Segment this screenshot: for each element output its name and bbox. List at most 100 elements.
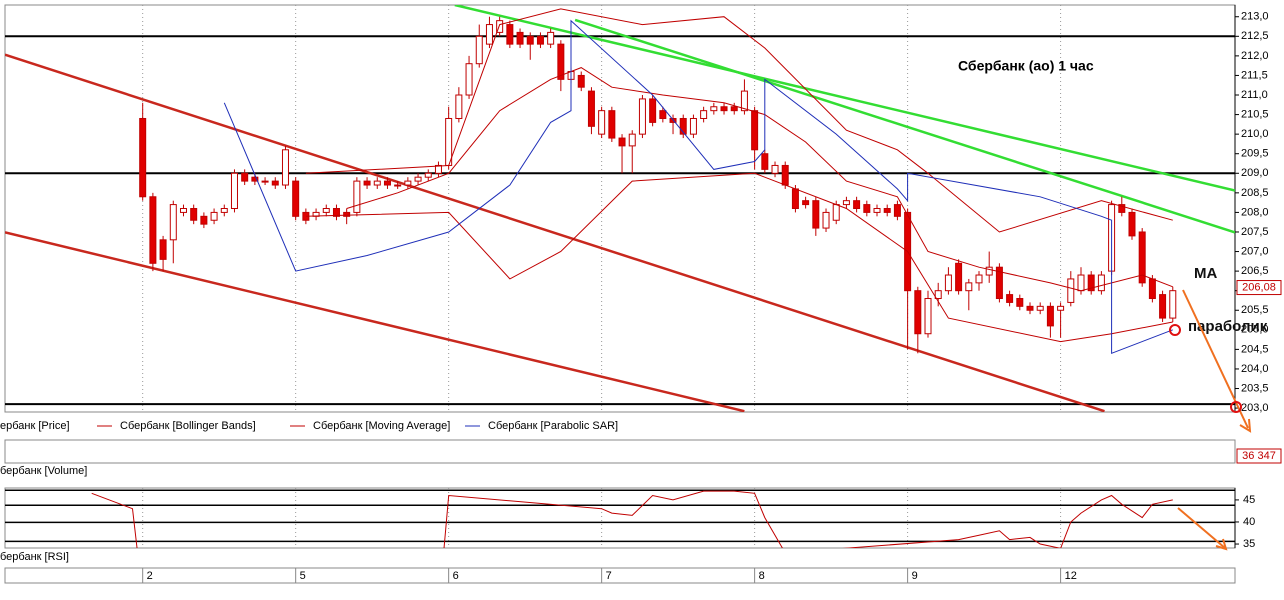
last-price-box: [1236, 280, 1282, 296]
y-tick-label: 45: [1243, 494, 1255, 506]
candle-body: [608, 110, 616, 139]
candle-body: [424, 172, 432, 178]
candle-body: [373, 180, 381, 186]
arrow: [1182, 289, 1249, 429]
y-tick-label: 210,0: [1241, 128, 1269, 140]
y-tick-label: 213,0: [1241, 11, 1269, 23]
candle-body: [934, 290, 942, 300]
candle-body: [1016, 298, 1024, 307]
y-tick-label: 40: [1243, 516, 1255, 528]
x-tick-label: 5: [300, 570, 306, 582]
candle-body: [383, 180, 391, 186]
candle-body: [1169, 290, 1177, 319]
y-tick-label: 210,5: [1241, 108, 1269, 120]
trend-line: [574, 18, 1235, 234]
candle-body: [638, 98, 646, 135]
candle-body: [343, 211, 351, 217]
candle-body: [210, 211, 218, 221]
candle-body: [751, 110, 759, 151]
candle-body: [322, 208, 330, 213]
candle-body: [526, 35, 534, 45]
candle-body: [404, 180, 412, 186]
candle-body: [883, 208, 891, 213]
candle-body: [1036, 305, 1044, 311]
volume-value: 36 347: [1242, 450, 1276, 462]
candle-body: [1159, 294, 1167, 319]
y-tick-label: 206,5: [1241, 265, 1269, 277]
candle-body: [1128, 211, 1136, 237]
candle-body: [200, 215, 208, 225]
candle-body: [853, 200, 861, 210]
candle-body: [516, 31, 524, 45]
candle-body: [1148, 278, 1156, 300]
candle-body: [618, 137, 626, 147]
candle-body: [873, 208, 881, 213]
chart-title: Сбербанк (ао) 1 час: [958, 58, 1094, 74]
candle-body: [1026, 305, 1034, 311]
y-tick-label: 205,0: [1241, 324, 1269, 336]
marker-circle: [1230, 401, 1242, 413]
candle-body: [557, 43, 565, 80]
indicator-line: [305, 172, 1173, 343]
annotation: MA: [1194, 265, 1217, 282]
candle-body: [710, 106, 718, 112]
y-tick-label: 211,5: [1241, 69, 1268, 81]
x-tick-label: 6: [453, 570, 459, 582]
candle-body: [455, 94, 463, 119]
indicator-line: [305, 8, 1173, 233]
candle-body: [190, 208, 198, 221]
candle-body: [791, 188, 799, 210]
price-plot: [5, 5, 1235, 412]
candle-body: [506, 24, 514, 45]
candle-body: [679, 117, 687, 135]
candle-body: [944, 274, 952, 292]
candle-body: [220, 208, 228, 213]
candle-body: [394, 184, 402, 187]
hand-annotations: [1169, 289, 1252, 551]
candle-body: [587, 90, 595, 127]
y-tick-label: 208,0: [1241, 206, 1269, 218]
rsi-line: [91, 490, 1173, 548]
rsi-plot: [5, 488, 1235, 548]
candle-body: [241, 172, 249, 182]
candle-body: [414, 176, 422, 182]
indicator-line: [223, 19, 1173, 355]
y-tick-label: 212,0: [1241, 50, 1269, 62]
candle-body: [169, 204, 177, 241]
annotation: параболик: [1188, 318, 1268, 335]
candle-body: [700, 110, 708, 119]
y-tick-label: 211,0: [1241, 89, 1268, 101]
candle-body: [781, 164, 789, 186]
y-tick-label: 208,5: [1241, 187, 1269, 199]
legend-entry: Сбербанк [Bollinger Bands]: [120, 420, 256, 432]
arrow-head: [1215, 538, 1228, 551]
candle-body: [995, 266, 1003, 300]
candle-body: [465, 63, 473, 96]
candle-body: [363, 180, 371, 186]
candle-body: [536, 35, 544, 45]
trend-line: [5, 53, 1105, 412]
last-price-label: 206,08: [1242, 281, 1276, 293]
x-tick-label: 7: [606, 570, 612, 582]
y-tick-label: 212,5: [1241, 30, 1269, 42]
candle-body: [975, 274, 983, 284]
legend-entry: ербанк [Price]: [0, 420, 70, 432]
candle-body: [689, 117, 697, 135]
candle-body: [863, 204, 871, 213]
candle-body: [628, 133, 636, 147]
x-tick-label: 8: [759, 570, 765, 582]
volume-value-box: [1236, 448, 1282, 464]
arrow-head: [1239, 418, 1252, 433]
y-tick-label: 207,5: [1241, 226, 1269, 238]
candle-body: [1067, 278, 1075, 303]
candle-body: [485, 24, 493, 45]
candle-body: [1087, 274, 1095, 292]
date-axis: [4, 567, 1236, 584]
y-tick-label: 207,0: [1241, 245, 1269, 257]
candle-body: [281, 149, 289, 186]
candle-body: [179, 208, 187, 213]
x-tick-label: 12: [1065, 570, 1077, 582]
